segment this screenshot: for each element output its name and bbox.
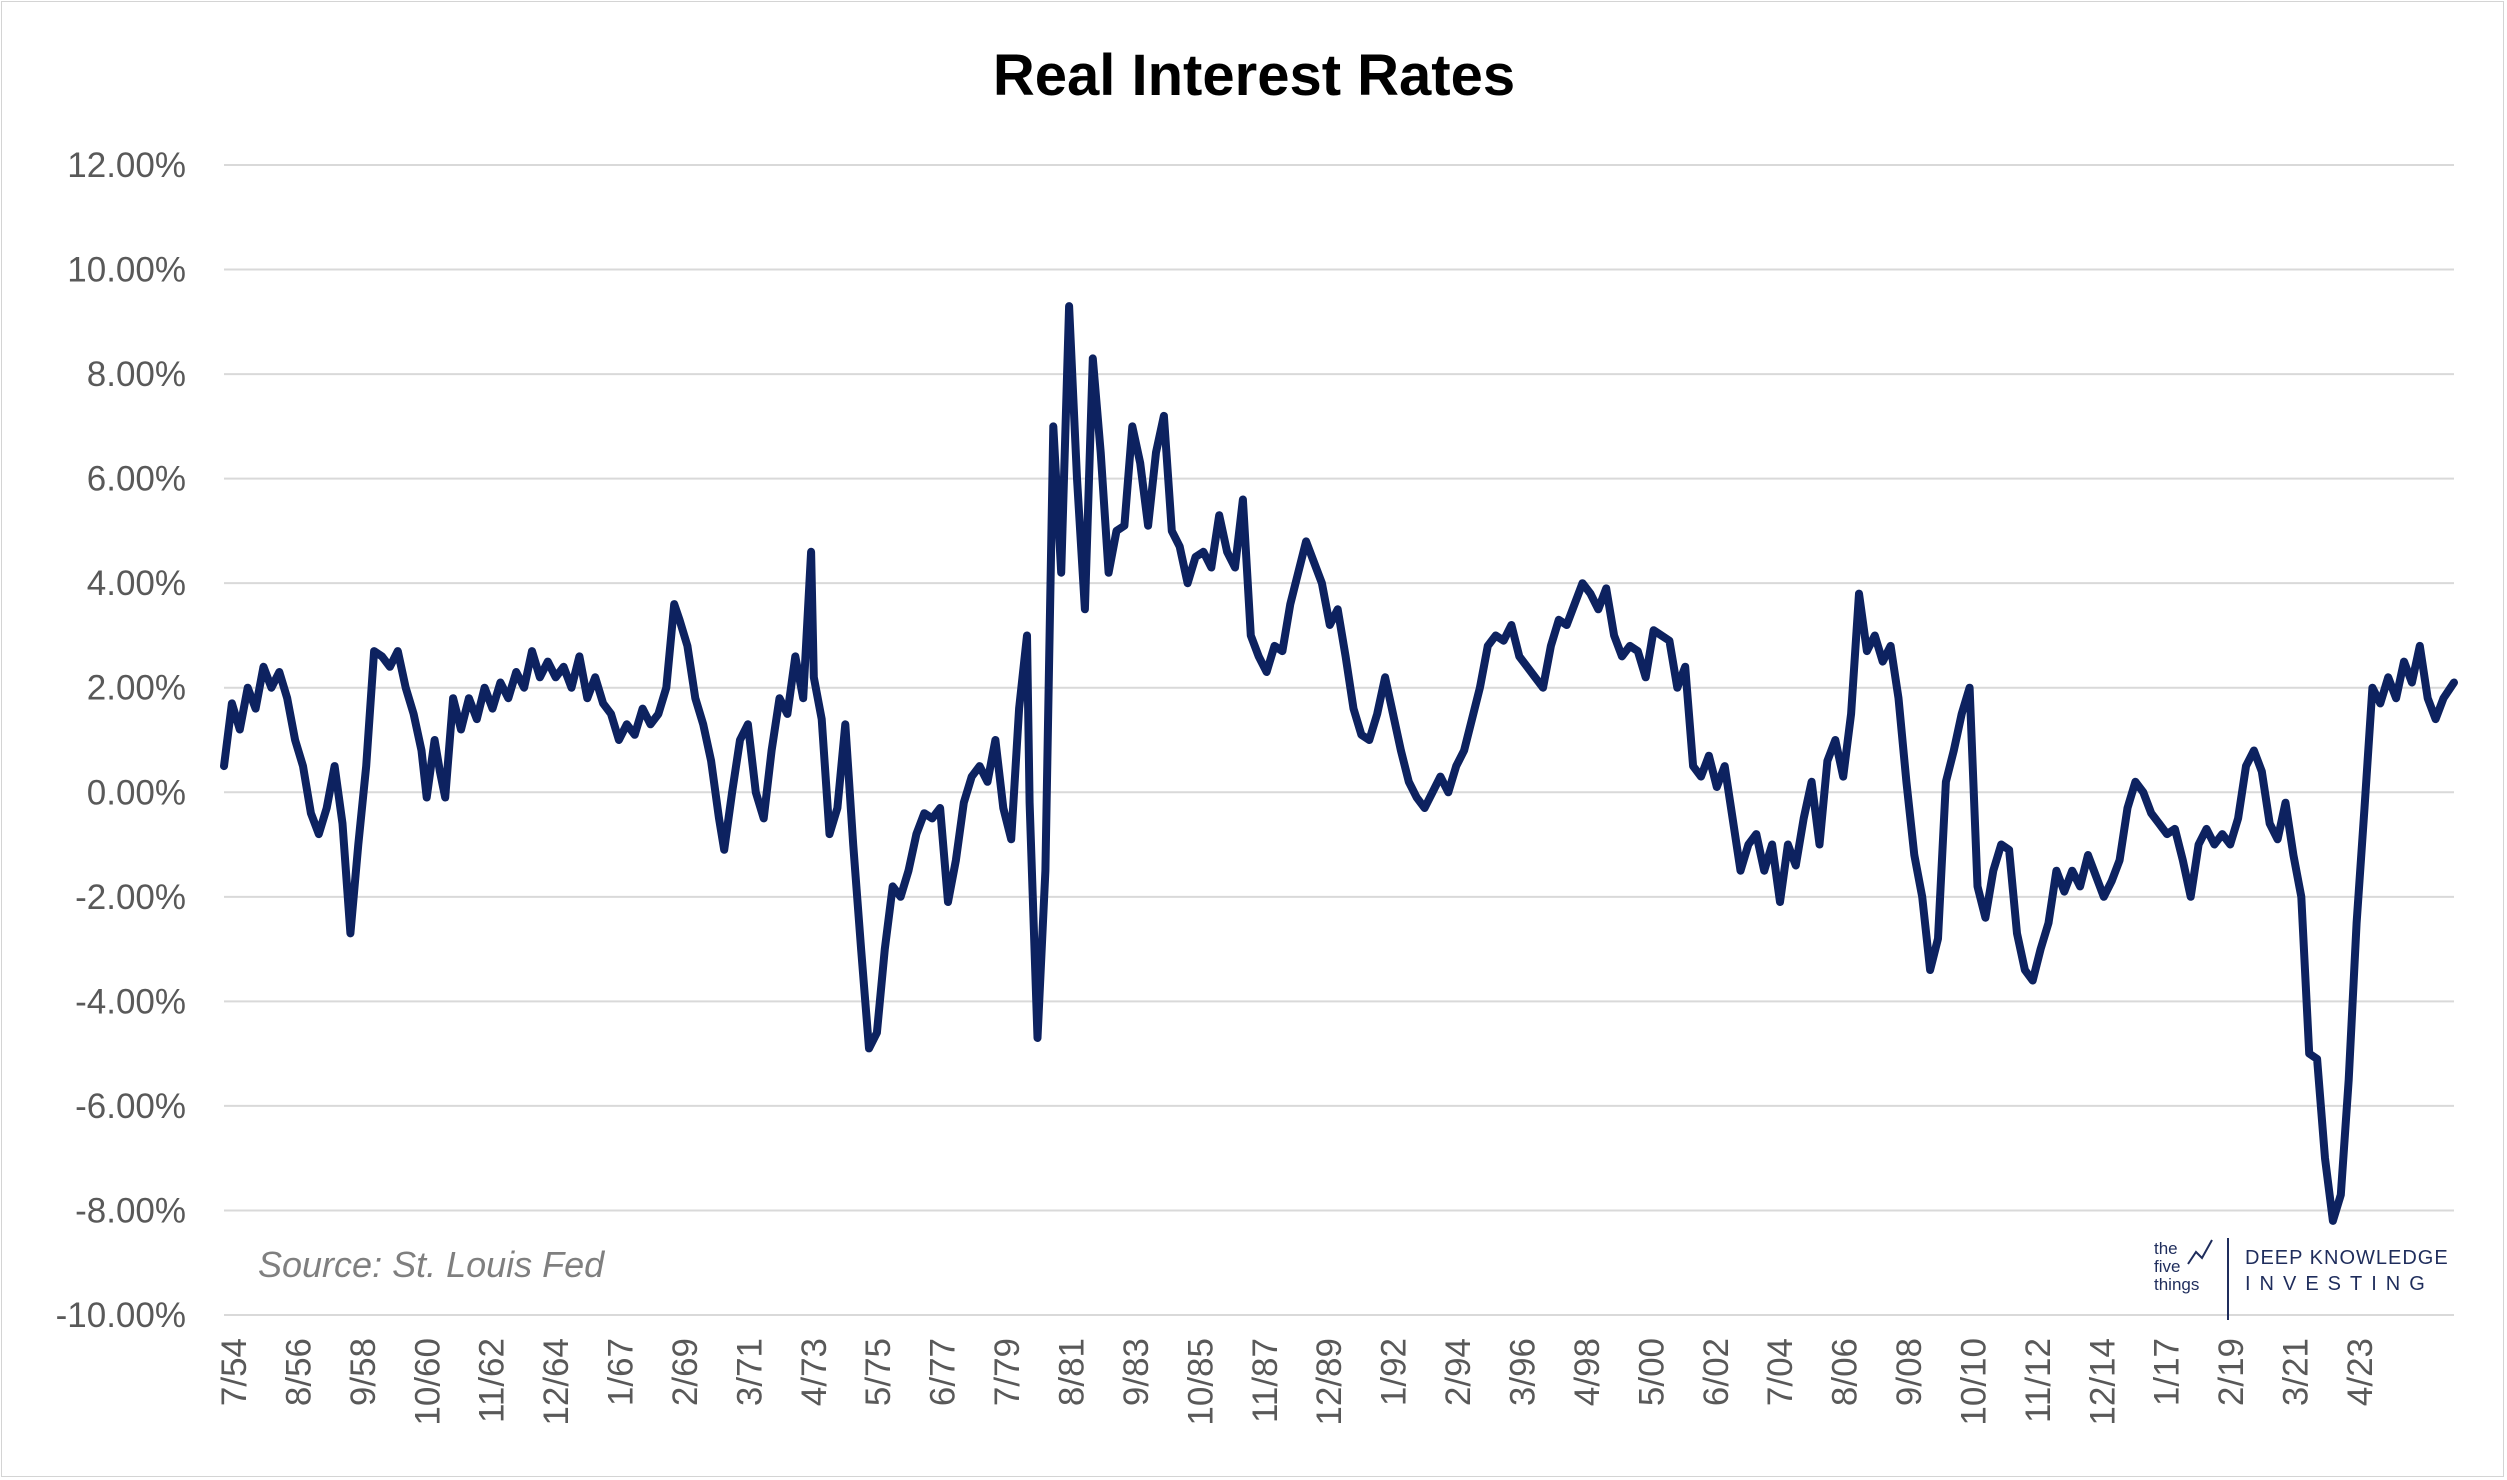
x-tick-label: 1/92 <box>1375 1338 1414 1406</box>
x-tick-label: 9/08 <box>1890 1338 1929 1406</box>
gridlines <box>224 164 2454 1316</box>
x-tick-label: 4/23 <box>2341 1338 2380 1406</box>
y-tick-label: 12.00% <box>67 146 186 185</box>
y-tick-label: 4.00% <box>87 564 186 603</box>
logo-mark-line-1: the <box>2154 1239 2178 1258</box>
x-tick-label: 11/62 <box>473 1338 512 1423</box>
x-tick-label: 7/79 <box>988 1338 1027 1406</box>
y-tick-label: -2.00% <box>75 878 186 917</box>
x-tick-label: 5/00 <box>1632 1338 1671 1406</box>
y-tick-label: -6.00% <box>75 1087 186 1126</box>
logo-brand-line-1: DEEP KNOWLEDGE <box>2245 1247 2449 1269</box>
x-tick-label: 8/81 <box>1053 1338 1092 1406</box>
x-tick-label: 4/98 <box>1568 1338 1607 1406</box>
x-tick-label: 11/87 <box>1246 1338 1285 1423</box>
x-tick-label: 9/83 <box>1117 1338 1156 1406</box>
x-axis-tick-labels: 7/54 8/56 9/58 10/60 11/62 12/64 1/67 2/69 3/71 4… <box>215 1338 2380 1426</box>
x-tick-label: 1/67 <box>602 1338 641 1406</box>
y-tick-label: -8.00% <box>75 1191 186 1230</box>
x-tick-label: 9/58 <box>344 1338 383 1406</box>
y-tick-label: -10.00% <box>56 1296 186 1335</box>
x-tick-label: 7/04 <box>1761 1338 1800 1406</box>
logo-mark-line-3: things <box>2154 1275 2199 1294</box>
logo-mark-line-2: five <box>2154 1257 2180 1276</box>
x-tick-label: 10/60 <box>408 1338 447 1426</box>
logo-brand-line-2: INVESTING <box>2245 1273 2434 1295</box>
y-tick-label: 8.00% <box>87 355 186 394</box>
x-tick-label: 6/02 <box>1697 1338 1736 1406</box>
series-line <box>220 302 2458 1225</box>
y-tick-label: 0.00% <box>87 773 186 812</box>
x-tick-label: 8/56 <box>279 1338 318 1406</box>
series-group <box>220 302 2458 1225</box>
x-tick-label: 12/89 <box>1310 1338 1349 1426</box>
y-tick-label: 2.00% <box>87 669 186 708</box>
x-tick-label: 10/10 <box>1954 1338 1993 1426</box>
y-tick-label: -4.00% <box>75 982 186 1021</box>
x-tick-label: 5/75 <box>859 1338 898 1406</box>
x-tick-label: 12/64 <box>537 1338 576 1426</box>
x-tick-label: 10/85 <box>1181 1338 1220 1426</box>
x-tick-label: 3/71 <box>730 1338 769 1406</box>
x-tick-label: 2/19 <box>2212 1338 2251 1406</box>
x-tick-label: 6/77 <box>924 1338 963 1406</box>
y-axis-tick-labels: 12.00% 10.00% 8.00% 6.00% 4.00% 2.00% 0.00% -2.… <box>56 146 186 1335</box>
x-tick-label: 2/94 <box>1439 1338 1478 1406</box>
logo-arrow-icon <box>2187 1239 2213 1265</box>
x-tick-label: 8/06 <box>1826 1338 1865 1406</box>
x-tick-label: 3/96 <box>1503 1338 1542 1406</box>
x-tick-label: 3/21 <box>2277 1338 2316 1406</box>
x-tick-label: 11/12 <box>2019 1338 2058 1423</box>
brand-logo: the five things DEEP KNOWLEDGE INVESTING <box>2154 1238 2449 1320</box>
chart-title: Real Interest Rates <box>993 43 1515 108</box>
y-tick-label: 10.00% <box>67 251 186 290</box>
x-tick-label: 7/54 <box>215 1338 254 1406</box>
x-tick-label: 12/14 <box>2083 1338 2122 1426</box>
y-tick-label: 6.00% <box>87 460 186 499</box>
x-tick-label: 1/17 <box>2148 1338 2187 1406</box>
source-note: Source: St. Louis Fed <box>258 1244 605 1285</box>
x-tick-label: 2/69 <box>666 1338 705 1406</box>
x-tick-label: 4/73 <box>795 1338 834 1406</box>
